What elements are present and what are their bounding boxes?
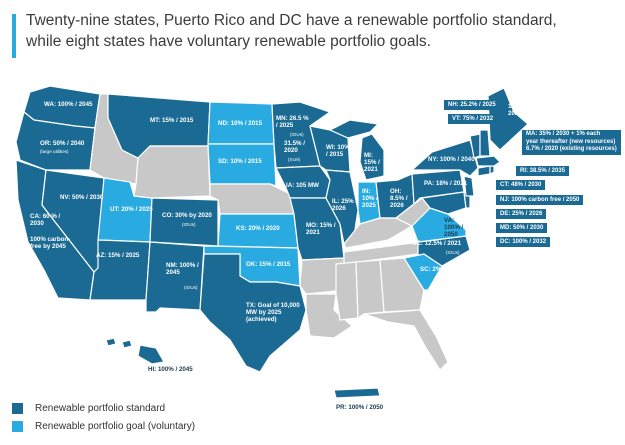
page-title: Twenty-nine states, Puerto Rico and DC h… [26, 10, 616, 52]
state-hi-small2[interactable] [121, 339, 133, 349]
label-me: ME: 100% / 2050 [508, 96, 528, 118]
label-ks: KS: 20% / 2020 [236, 225, 280, 232]
label-mn1-note: (IOUs) [290, 132, 304, 137]
state-ri[interactable] [489, 165, 495, 175]
label-ok: OK: 15% / 2015 [246, 261, 291, 268]
state-ne[interactable] [209, 183, 295, 215]
state-ar[interactable] [299, 257, 347, 295]
label-ny: NY: 100% / 2040 [428, 156, 475, 163]
label-mo: MO: 15% / 2021 [306, 222, 336, 237]
callout-ri: RI: 38.5% / 2035 [516, 166, 570, 176]
label-wi: WI: 10% / 2015 [326, 144, 350, 159]
label-sc: SC: 2% 2021 [420, 266, 457, 273]
label-co-note: (IOUs) [182, 222, 196, 227]
label-nd: ND: 10% / 2015 [218, 120, 263, 127]
state-hi-small[interactable] [105, 337, 117, 347]
label-pa: PA: 18% / 2021 [424, 180, 468, 187]
label-co: CO: 30% by 2020 [162, 212, 212, 219]
label-mn1: MN: 26.5 % / 2025 [276, 115, 309, 130]
legend-standard-swatch [12, 403, 23, 414]
callout-ct: CT: 48% / 2030 [496, 180, 546, 190]
title-line-2: while eight states have voluntary renewa… [26, 33, 431, 50]
state-tx[interactable] [199, 253, 307, 373]
label-oh: OH: 8.5% / 2026 [390, 188, 408, 210]
title-line-1: Twenty-nine states, Puerto Rico and DC h… [26, 12, 557, 29]
label-il: IL: 25% / 2026 [332, 198, 358, 213]
state-az[interactable] [89, 239, 151, 301]
label-or: OR: 50% / 2040 [40, 140, 85, 147]
label-pr: PR: 100% / 2050 [336, 404, 384, 411]
callout-md: MD: 50% / 2030 [496, 223, 548, 233]
state-nm[interactable] [145, 241, 205, 313]
state-al[interactable] [355, 259, 385, 319]
label-mi: MI: 15% / 2021 [364, 152, 380, 174]
title-accent-bar [12, 14, 16, 58]
callout-ma-line3: 6.7% / 2020 (existing resources) [526, 146, 617, 152]
label-ia: IA: 105 MW [286, 182, 320, 189]
callout-nj: NJ: 100% carbon free / 2050 [496, 195, 584, 205]
label-va: VA: 100% / 2050 [444, 217, 464, 239]
state-ga[interactable] [379, 257, 425, 313]
label-mn2-note: (Xcel) [288, 157, 300, 162]
state-nc[interactable] [403, 235, 471, 267]
legend-standard-label: Renewable portfolio standard [35, 403, 166, 414]
state-mi[interactable] [359, 133, 385, 181]
state-md[interactable] [421, 191, 467, 215]
callout-ma-line1: MA: 35% / 2030 + 1% each [526, 131, 601, 137]
callout-dc: DC: 100% / 2032 [496, 237, 551, 247]
label-mt: MT: 15% / 2015 [150, 117, 194, 124]
state-wy[interactable] [133, 145, 211, 199]
state-hi[interactable] [137, 344, 165, 365]
label-nc: NC: 12.5% / 2021 [412, 240, 462, 247]
legend-goal-label: Renewable portfolio goal (voluntary) [35, 421, 196, 432]
label-ca-carbon: 100% carbon-free by 2045 [30, 236, 71, 251]
label-ut: UT: 20% / 2025 [110, 206, 153, 213]
label-ca: CA: 60 % / 2030 [30, 213, 61, 228]
legend-goal-swatch [12, 421, 23, 432]
callout-ma: MA: 35% / 2030 + 1% each year thereafter… [522, 130, 621, 155]
callout-ma-line2: year thereafter (new resources) [526, 138, 616, 145]
label-nm: NM: 100% / 2045 [166, 262, 199, 277]
label-in: IN: 10% / 2025 [362, 188, 378, 210]
state-ct[interactable] [477, 165, 491, 177]
label-nm-note: (IOUs) [184, 285, 198, 290]
label-az: AZ: 15% / 2025 [96, 252, 140, 259]
territory-pr[interactable] [333, 387, 381, 399]
state-ma[interactable] [475, 155, 501, 167]
callout-de: DE: 25% / 2026 [496, 209, 547, 219]
label-wa: WA: 100% / 2045 [44, 101, 93, 108]
state-nj[interactable] [463, 175, 475, 197]
legend-goal: Renewable portfolio goal (voluntary) [12, 421, 195, 432]
state-la[interactable] [305, 293, 353, 339]
state-mi-up[interactable] [329, 119, 379, 139]
state-nh[interactable] [479, 129, 491, 157]
label-nv: NV: 50% / 2030 [60, 194, 104, 201]
label-sd: SD: 10% / 2015 [218, 158, 262, 165]
label-or-note: (large utilities) [40, 149, 69, 154]
label-mn2: 31.5% / 2020 [284, 140, 305, 155]
state-fl[interactable] [363, 309, 449, 371]
state-ms[interactable] [335, 261, 359, 321]
callout-vt: VT: 75% / 2032 [448, 114, 498, 124]
callout-nh: NH: 25.2% / 2025 [444, 100, 500, 110]
legend-standard: Renewable portfolio standard [12, 403, 165, 414]
label-hi: HI: 100% / 2045 [148, 366, 193, 373]
label-tx: TX: Goal of 10,000 MW by 2025 (achieved) [246, 302, 300, 324]
label-nc-note: (IOUs) [446, 250, 460, 255]
